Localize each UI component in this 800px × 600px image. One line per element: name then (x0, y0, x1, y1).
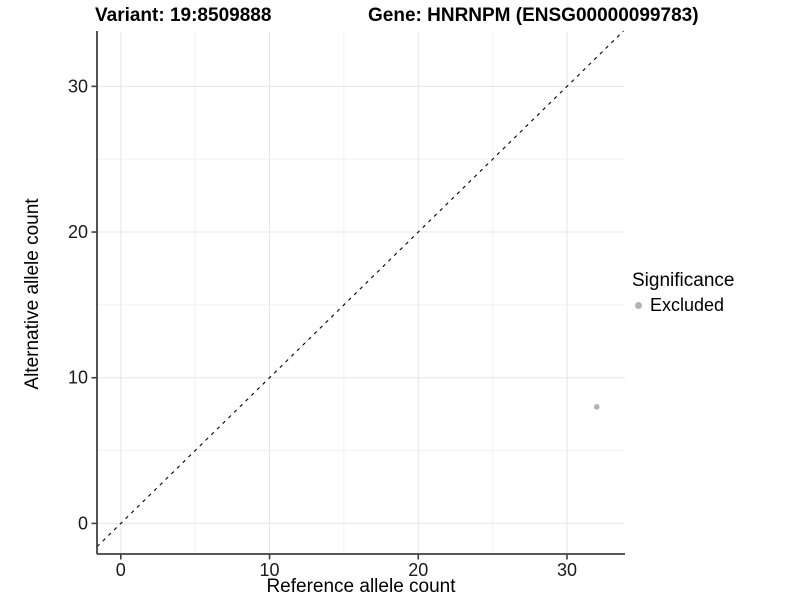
x-tick-label: 30 (557, 560, 577, 580)
y-tick-label: 30 (68, 76, 88, 96)
y-tick-label: 10 (68, 368, 88, 388)
y-tick-label: 20 (68, 222, 88, 242)
identity-reference-line (96, 30, 624, 548)
legend-item-excluded: Excluded (632, 295, 734, 316)
excluded-dot-icon (635, 302, 642, 309)
x-tick-label: 10 (260, 560, 280, 580)
plot-title-gene: Gene: HNRNPM (ENSG00000099783) (368, 5, 699, 26)
legend: Significance Excluded (632, 270, 734, 316)
x-tick-label: 20 (408, 560, 428, 580)
plot-title-variant: Variant: 19:8509888 (95, 5, 272, 26)
y-tick-label: 0 (78, 513, 88, 533)
data-point (593, 404, 600, 410)
legend-title: Significance (632, 270, 735, 291)
x-axis-title: Reference allele count (266, 576, 456, 597)
x-tick-label: 0 (116, 560, 126, 580)
y-axis-title: Alternative allele count (22, 198, 43, 390)
legend-item-label: Excluded (650, 295, 725, 315)
